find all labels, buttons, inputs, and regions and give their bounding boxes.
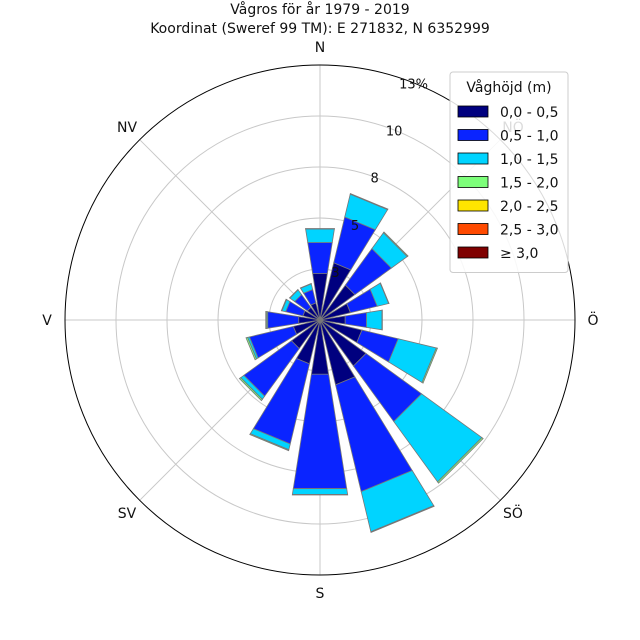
compass-label: S — [316, 586, 325, 602]
bar-segment — [291, 493, 349, 496]
radial-tick-label: 3 — [331, 266, 339, 281]
radial-tick-label: 13% — [399, 77, 428, 92]
bar-segment — [421, 347, 439, 384]
legend-swatch — [457, 152, 489, 165]
bar-segment — [280, 298, 288, 312]
bar-segment — [366, 309, 383, 331]
bar-segment — [305, 228, 335, 243]
outer-ring — [64, 64, 576, 576]
legend-entry: 1,0 - 1,5 — [500, 152, 558, 168]
radial-tick-label: 10 — [386, 125, 403, 140]
legend-swatch — [457, 129, 489, 141]
chart-title: Vågros för år 1979 - 2019 — [230, 1, 409, 18]
legend-entry: 2,5 - 3,0 — [500, 223, 558, 239]
legend-entry: ≥ 3,0 — [500, 246, 538, 262]
bar-segment — [299, 282, 312, 289]
bar-segment — [245, 336, 257, 361]
compass-label: SV — [118, 506, 137, 522]
bar-segment — [382, 231, 409, 258]
legend-swatch — [457, 105, 489, 118]
legend-entry: 2,0 - 2,5 — [500, 199, 558, 215]
radial-tick-label: 5 — [351, 219, 359, 234]
bar-segment — [267, 311, 300, 329]
legend-swatch — [457, 199, 489, 212]
legend-box — [449, 71, 569, 273]
legend-title: Våghöjd (m) — [466, 79, 551, 96]
bar-segment — [344, 312, 367, 328]
legend-entry: 0,5 - 1,0 — [500, 129, 558, 145]
legend-swatch — [457, 223, 489, 235]
bar-segment — [379, 282, 390, 304]
bar-segment — [291, 488, 349, 495]
radial-tick-label: 8 — [370, 172, 378, 187]
compass-label: N — [315, 40, 325, 56]
bar-segment — [249, 433, 290, 452]
compass-label: SÖ — [503, 504, 523, 522]
bar-segment — [265, 310, 268, 330]
compass-label: NV — [117, 120, 137, 136]
compass-label: V — [42, 313, 52, 329]
bar-segment — [307, 242, 333, 274]
legend-swatch — [457, 246, 489, 259]
chart-subtitle: Koordinat (Sweref 99 TM): E 271832, N 63… — [150, 21, 490, 37]
bar-segment — [349, 192, 389, 211]
bar-segment — [370, 505, 435, 534]
grid-spoke — [139, 139, 321, 321]
bar-segment — [437, 437, 484, 484]
compass-label: Ö — [587, 311, 598, 329]
bar-segment — [238, 377, 263, 402]
bar-segment — [288, 288, 299, 299]
legend-entry: 0,0 - 0,5 — [500, 105, 558, 121]
legend-entry: 1,5 - 2,0 — [500, 176, 558, 192]
legend-swatch — [457, 176, 489, 188]
